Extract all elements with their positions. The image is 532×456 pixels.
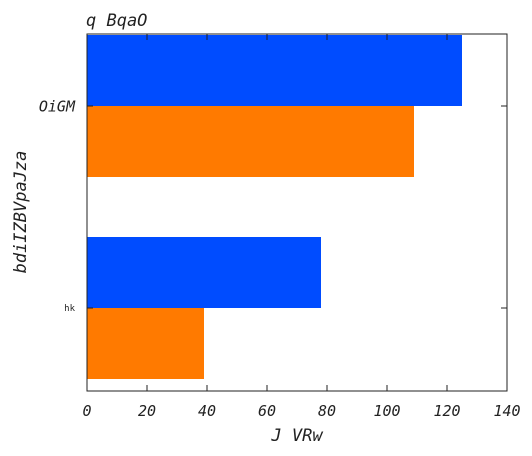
y-tick-label: OiGM xyxy=(39,97,76,115)
y-tick-label: hk xyxy=(64,304,75,314)
bar-hk-series-1 xyxy=(87,237,321,308)
x-axis-label: J VRw xyxy=(270,426,323,446)
chart-title: q BqaO xyxy=(86,11,147,31)
bar-oigm-series-1 xyxy=(87,35,462,106)
x-tick-label: 140 xyxy=(493,402,520,420)
bar-hk-series-2 xyxy=(87,308,204,379)
ticks-group: OiGM hk 0 20 40 60 80 100 120 140 xyxy=(39,34,521,420)
bar-oigm-series-2 xyxy=(87,106,414,177)
x-tick-label: 100 xyxy=(373,402,400,420)
x-tick-label: 80 xyxy=(318,402,336,420)
plot-frame xyxy=(86,33,508,392)
x-tick-label: 20 xyxy=(138,402,156,420)
bars-group xyxy=(87,35,462,379)
x-tick-label: 40 xyxy=(198,402,216,420)
x-tick-label: 0 xyxy=(82,402,91,420)
y-axis-label: bdiIZBVpaJza xyxy=(11,151,31,274)
x-tick-label: 60 xyxy=(258,402,276,420)
x-tick-label: 120 xyxy=(433,402,460,420)
